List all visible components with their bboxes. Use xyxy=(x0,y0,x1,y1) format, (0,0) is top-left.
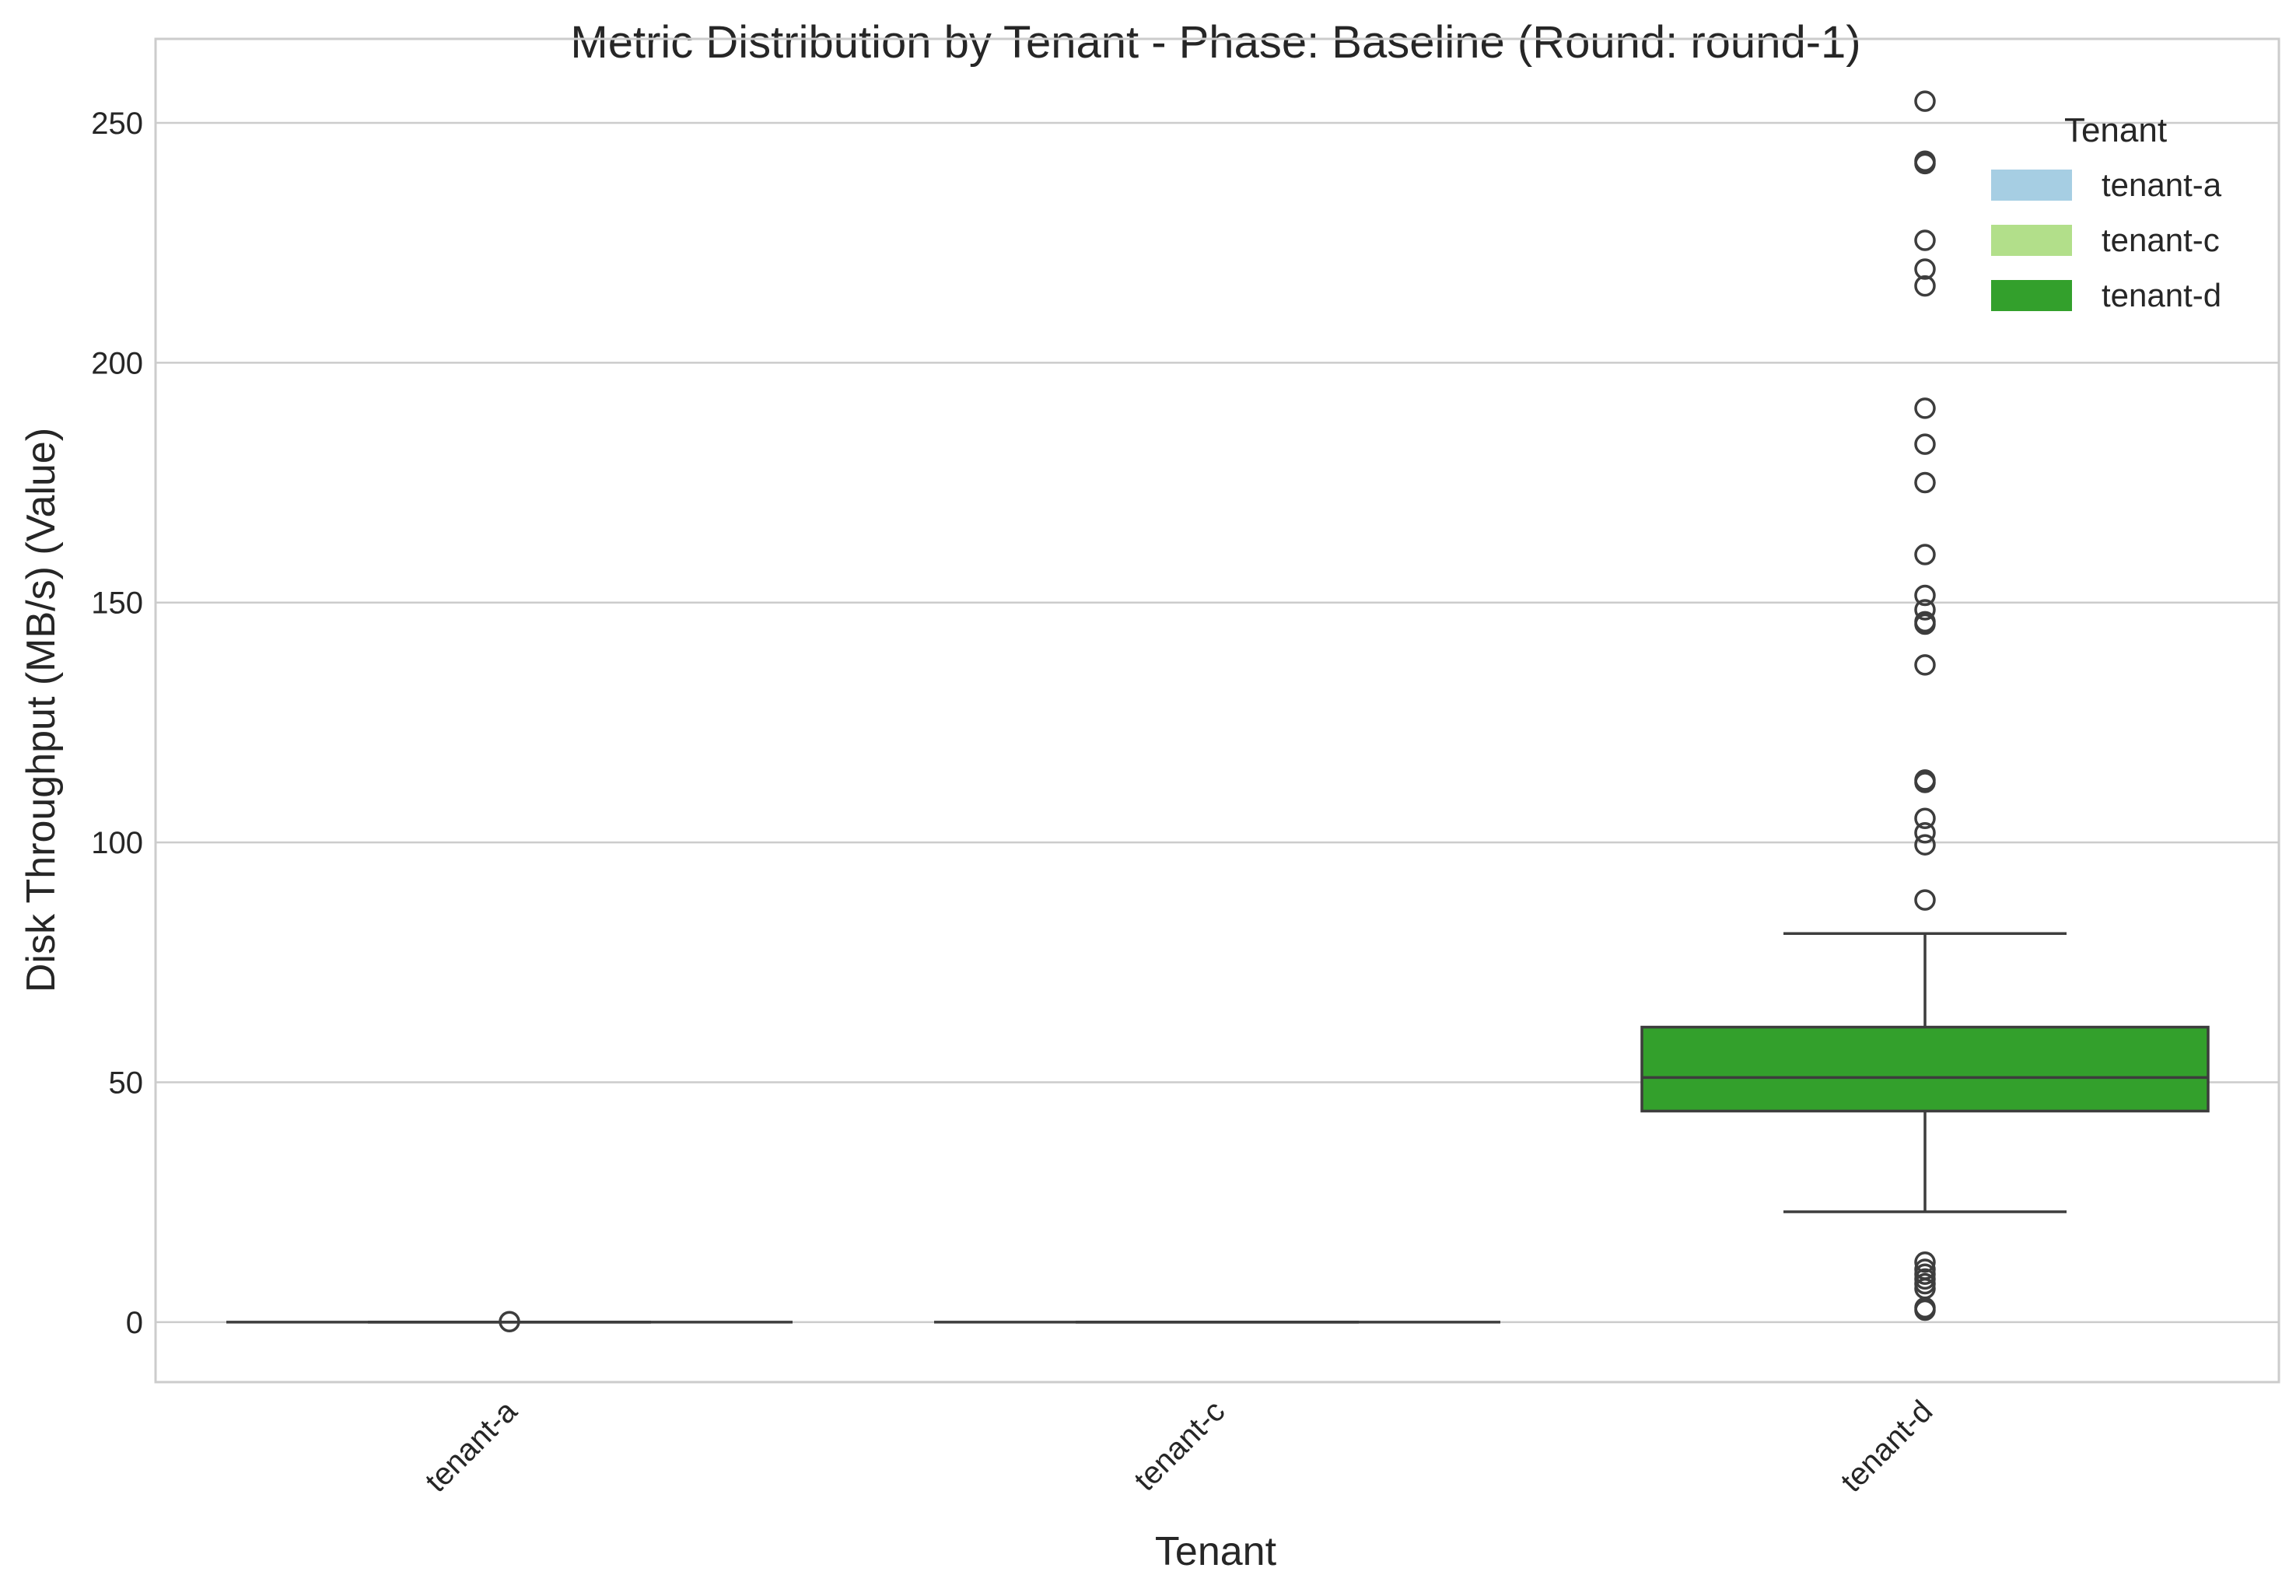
outlier-tenant-d-19 xyxy=(1914,834,1936,856)
legend-label-tenant-d: tenant-d xyxy=(2102,277,2221,313)
legend-label-tenant-c: tenant-c xyxy=(2102,222,2220,258)
chart-title: Metric Distribution by Tenant - Phase: B… xyxy=(570,17,1860,68)
legend-label-tenant-a: tenant-a xyxy=(2102,166,2222,203)
y-tick-labels: 0 50 100 150 200 250 xyxy=(91,107,143,1340)
x-tick-label-tenant-d: tenant-d xyxy=(1834,1394,1939,1499)
outlier-tenant-d-0 xyxy=(1914,90,1936,112)
plot-frame xyxy=(154,37,2280,1384)
box-body-tenant-d xyxy=(1640,1025,2210,1113)
outlier-tenant-d-10 xyxy=(1914,584,1936,607)
y-tick-label-200: 200 xyxy=(91,346,143,380)
legend-title: Tenant xyxy=(2064,111,2167,149)
legend-swatch-tenant-a xyxy=(1991,170,2072,201)
legend-swatch-tenant-c xyxy=(1991,225,2072,256)
y-tick-label-150: 150 xyxy=(91,586,143,621)
outlier-tenant-a-0 xyxy=(499,1311,520,1333)
outlier-tenant-d-11 xyxy=(1914,599,1936,621)
outlier-tenant-d-16 xyxy=(1914,772,1936,793)
outlier-tenant-d-6 xyxy=(1914,397,1936,419)
y-tick-label-100: 100 xyxy=(91,826,143,860)
outlier-tenant-d-18 xyxy=(1914,822,1936,844)
outlier-tenant-d-5 xyxy=(1914,275,1936,297)
outlier-tenant-d-7 xyxy=(1914,433,1936,455)
outlier-tenant-d-3 xyxy=(1914,229,1936,251)
outlier-tenant-d-20 xyxy=(1914,889,1936,911)
y-tick-label-250: 250 xyxy=(91,107,143,141)
legend: Tenant tenant-a tenant-c tenant-d xyxy=(1991,111,2222,313)
box-tenant-d xyxy=(1640,90,2210,1321)
outlier-tenant-d-4 xyxy=(1914,258,1936,280)
x-tick-label-tenant-c: tenant-c xyxy=(1128,1394,1231,1497)
y-tick-label-0: 0 xyxy=(126,1306,143,1340)
x-axis-label: Tenant xyxy=(1155,1529,1277,1574)
legend-swatch-tenant-d xyxy=(1991,280,2072,311)
outlier-tenant-d-14 xyxy=(1914,654,1936,676)
outlier-tenant-d-8 xyxy=(1914,471,1936,494)
outlier-tenant-d-17 xyxy=(1914,807,1936,830)
y-tick-label-50: 50 xyxy=(109,1066,144,1101)
box-tenant-a xyxy=(226,1311,793,1333)
box-plots xyxy=(226,90,2210,1333)
y-axis-label: Disk Throughput (MB/s) (Value) xyxy=(19,428,64,992)
x-tick-label-tenant-a: tenant-a xyxy=(418,1394,523,1499)
outlier-tenant-d-2 xyxy=(1914,152,1936,175)
outlier-tenant-d-28 xyxy=(1914,1299,1936,1321)
outlier-tenant-d-13 xyxy=(1914,613,1936,635)
gridlines xyxy=(156,121,2279,1324)
x-tick-labels: tenant-a tenant-c tenant-d xyxy=(418,1394,1939,1499)
outlier-tenant-d-21 xyxy=(1914,1251,1936,1273)
outlier-tenant-d-9 xyxy=(1914,544,1936,565)
